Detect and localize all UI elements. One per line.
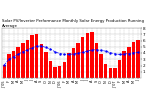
Bar xyxy=(58,66,61,78)
Bar xyxy=(7,54,11,78)
Bar xyxy=(127,47,131,78)
Bar xyxy=(21,43,24,78)
Bar xyxy=(95,43,98,78)
Bar xyxy=(113,68,117,78)
Bar xyxy=(76,43,80,78)
Bar xyxy=(53,67,57,78)
Bar xyxy=(16,47,20,78)
Bar xyxy=(44,52,48,78)
Bar xyxy=(3,65,6,78)
Bar xyxy=(63,62,66,78)
Bar xyxy=(132,42,135,78)
Bar xyxy=(35,34,38,78)
Bar xyxy=(109,68,112,78)
Bar xyxy=(12,51,15,78)
Text: Solar PV/Inverter Performance Monthly Solar Energy Production Running Average: Solar PV/Inverter Performance Monthly So… xyxy=(2,19,144,28)
Bar xyxy=(90,32,94,78)
Bar xyxy=(99,54,103,78)
Bar xyxy=(49,61,52,78)
Bar xyxy=(136,40,140,78)
Bar xyxy=(104,64,108,78)
Bar xyxy=(118,60,121,78)
Bar xyxy=(122,51,126,78)
Bar xyxy=(86,33,89,78)
Bar xyxy=(26,40,29,78)
Bar xyxy=(67,53,71,78)
Bar xyxy=(81,37,84,78)
Bar xyxy=(40,44,43,78)
Bar xyxy=(30,35,34,78)
Bar xyxy=(72,48,75,78)
